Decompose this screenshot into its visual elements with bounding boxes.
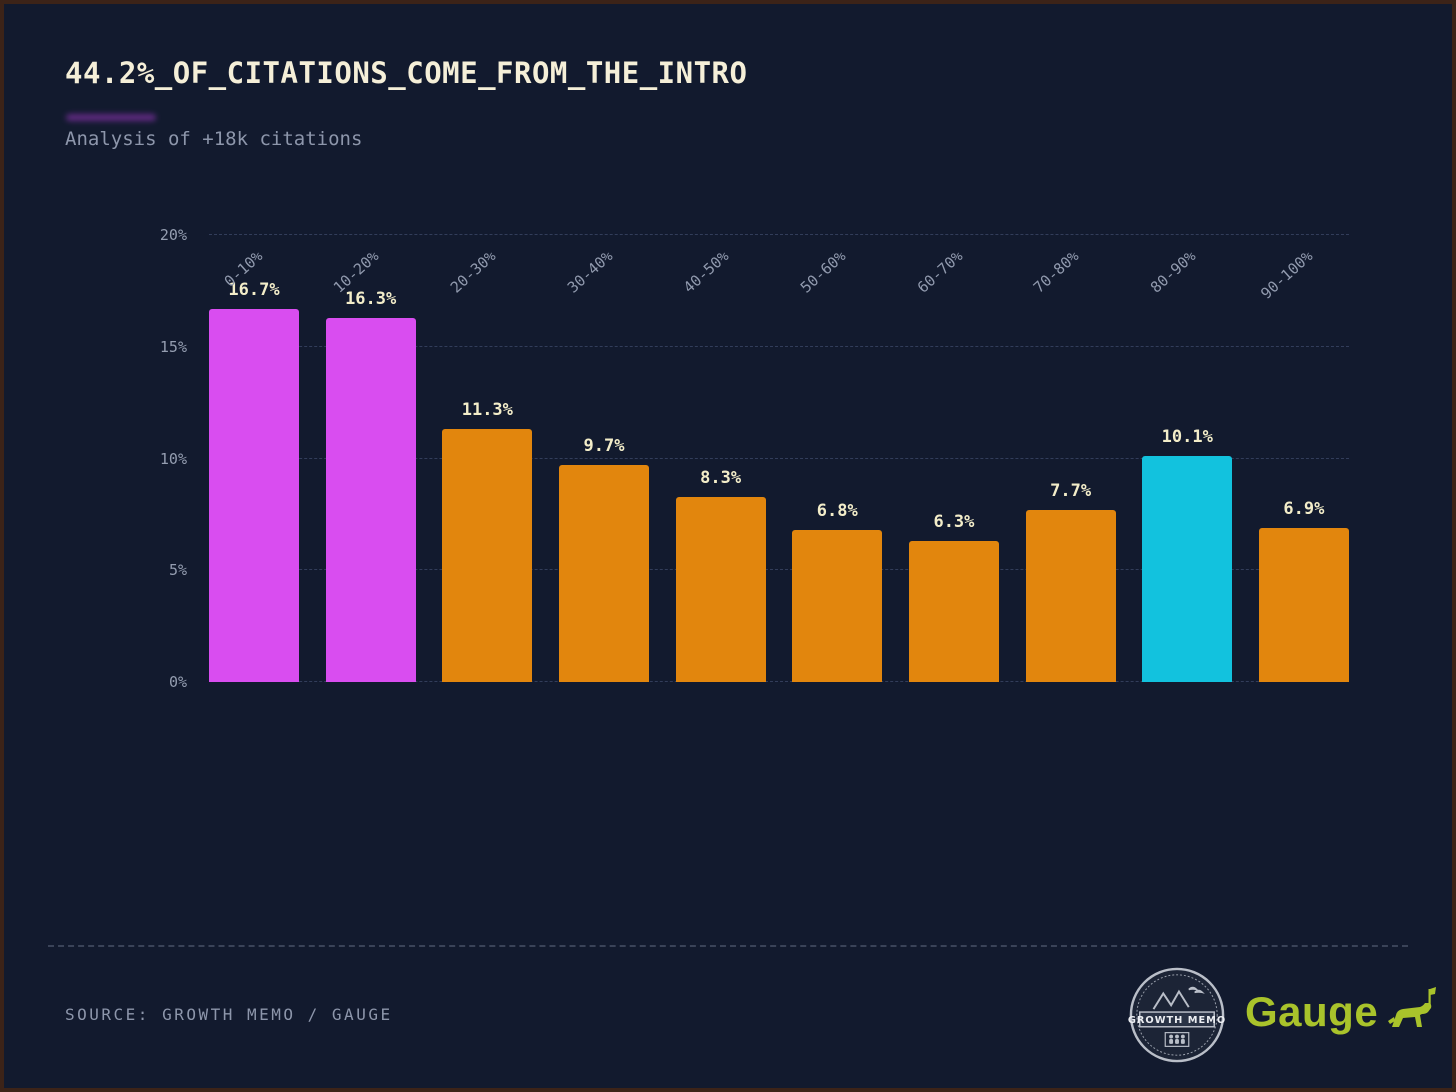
bar (675, 496, 766, 682)
source-label: SOURCE: GROWTH MEMO / GAUGE (65, 1005, 393, 1024)
badge-mountains (1152, 989, 1190, 1010)
x-axis-tick-label: 30-40% (563, 247, 617, 297)
gridline: 15% (160, 338, 1349, 356)
bar-group: 6.3% 60-70% (908, 235, 999, 682)
x-axis-tick-label: 90-100% (1256, 247, 1316, 303)
bar (1142, 456, 1233, 682)
bar-group: 6.8% 50-60% (792, 235, 883, 682)
badge-banner (1139, 1011, 1215, 1028)
badge-bird-icon (1188, 986, 1205, 994)
bar-group: 10.1% 80-90% (1142, 235, 1233, 682)
bars-container: 16.7% 0-10% 16.3% 10-20% 11.3% 20-30% 9.7% 30-4… (209, 235, 1349, 682)
bar-group: 16.3% 10-20% (325, 235, 416, 682)
gridline: 0% (169, 673, 1349, 691)
bar-value-label: 16.3% (345, 288, 397, 309)
bar-value-label: 9.7% (583, 436, 625, 457)
bar-group: 7.7% 70-80% (1025, 235, 1116, 682)
bar (1258, 527, 1349, 682)
badge-person-icon (1175, 1039, 1179, 1044)
bar-group: 9.7% 30-40% (558, 235, 649, 682)
page-title: 44.2%_OF_CITATIONS_COME_FROM_THE_INTRO (65, 56, 748, 90)
bar (558, 465, 649, 682)
bar-value-label: 6.9% (1283, 498, 1325, 519)
badge-person-icon (1180, 1034, 1185, 1039)
bar-chart: 0% 5% 10% 15% 20% 16.7% 0-10% 16.3% 10-20% 11.3%… (160, 226, 1349, 691)
gauge-dog-icon (1388, 987, 1437, 1027)
bar (209, 308, 299, 682)
bar (325, 317, 416, 682)
y-axis-tick-label: 20% (159, 226, 187, 244)
growth-memo-badge: GROWTH MEMO (1128, 967, 1226, 1063)
bar-value-label: 7.7% (1050, 480, 1092, 501)
bar-value-label: 6.8% (816, 501, 858, 522)
y-axis-tick-label: 10% (159, 449, 187, 468)
badge-people-box (1164, 1032, 1190, 1047)
bar-value-label: 8.3% (700, 467, 742, 488)
bar-group: 11.3% 20-30% (442, 235, 533, 682)
badge-person-icon (1175, 1034, 1179, 1039)
bar (908, 541, 999, 682)
badge-text: GROWTH MEMO (1128, 1015, 1226, 1026)
y-axis-tick-label: 15% (159, 337, 187, 356)
gauge-logo: Gauge (1245, 987, 1438, 1036)
bar-value-label: 16.7% (228, 279, 280, 300)
bar-group: 8.3% 40-50% (675, 235, 766, 682)
gauge-wordmark: Gauge (1245, 988, 1379, 1035)
badge-inner-circle (1136, 974, 1218, 1056)
y-axis-tick-label: 0% (168, 673, 187, 691)
bar-group: 16.7% 0-10% (209, 235, 299, 682)
badge-person-icon (1180, 1039, 1185, 1044)
badge-person-icon (1169, 1034, 1174, 1039)
gridline: 10% (160, 450, 1349, 468)
page-subtitle: Analysis of +18k citations (65, 128, 363, 150)
gridline: 5% (169, 561, 1349, 579)
bar (1025, 509, 1116, 682)
x-axis-tick-label: 40-50% (680, 247, 733, 297)
bar-value-label: 6.3% (933, 512, 975, 533)
bar-value-label: 11.3% (461, 400, 513, 421)
bar (442, 429, 533, 682)
footer-divider (48, 945, 1408, 947)
x-axis-tick-label: 70-80% (1030, 247, 1083, 297)
gridline: 20% (160, 226, 1349, 244)
bar (792, 530, 883, 682)
x-axis-tick-label: 80-90% (1146, 247, 1200, 297)
x-axis-tick-label: 60-70% (913, 247, 966, 297)
badge-person-icon (1169, 1039, 1174, 1044)
x-axis-tick-label: 50-60% (797, 247, 850, 297)
title-underline-smudge (66, 114, 156, 121)
bar-value-label: 10.1% (1161, 427, 1213, 448)
bar-group: 6.9% 90-100% (1256, 235, 1349, 682)
y-axis-tick-label: 5% (168, 561, 187, 580)
x-axis-tick-label: 20-30% (447, 247, 500, 297)
